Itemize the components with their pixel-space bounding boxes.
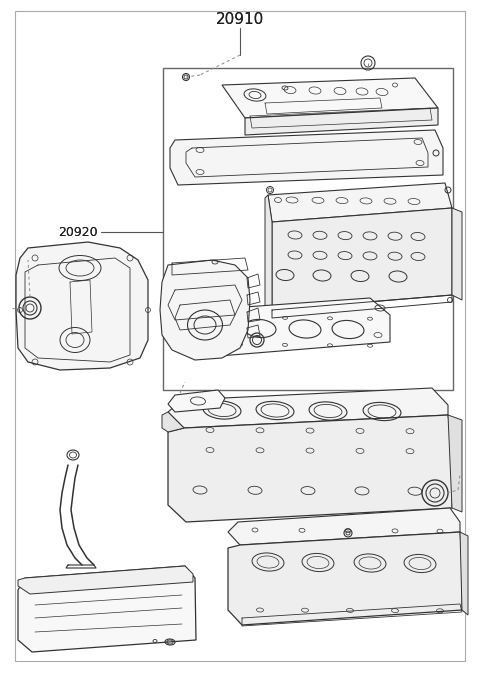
Polygon shape <box>265 195 272 310</box>
Polygon shape <box>460 532 468 615</box>
Polygon shape <box>175 298 390 358</box>
Polygon shape <box>162 412 184 432</box>
Text: 20920: 20920 <box>58 226 98 239</box>
Polygon shape <box>222 78 438 118</box>
Polygon shape <box>16 242 148 370</box>
Polygon shape <box>170 130 443 185</box>
Polygon shape <box>268 183 452 222</box>
Polygon shape <box>228 508 460 545</box>
Text: 20910: 20910 <box>216 12 264 28</box>
Polygon shape <box>452 208 462 300</box>
Polygon shape <box>245 108 438 135</box>
Polygon shape <box>160 260 250 360</box>
Bar <box>163 68 453 390</box>
Polygon shape <box>168 415 452 522</box>
Polygon shape <box>272 208 452 310</box>
Polygon shape <box>18 566 193 594</box>
Polygon shape <box>228 532 462 625</box>
Polygon shape <box>168 390 225 412</box>
Polygon shape <box>18 566 196 652</box>
Polygon shape <box>168 388 448 428</box>
Text: 20920: 20920 <box>58 226 98 239</box>
Polygon shape <box>448 415 462 512</box>
Text: 20910: 20910 <box>216 12 264 28</box>
